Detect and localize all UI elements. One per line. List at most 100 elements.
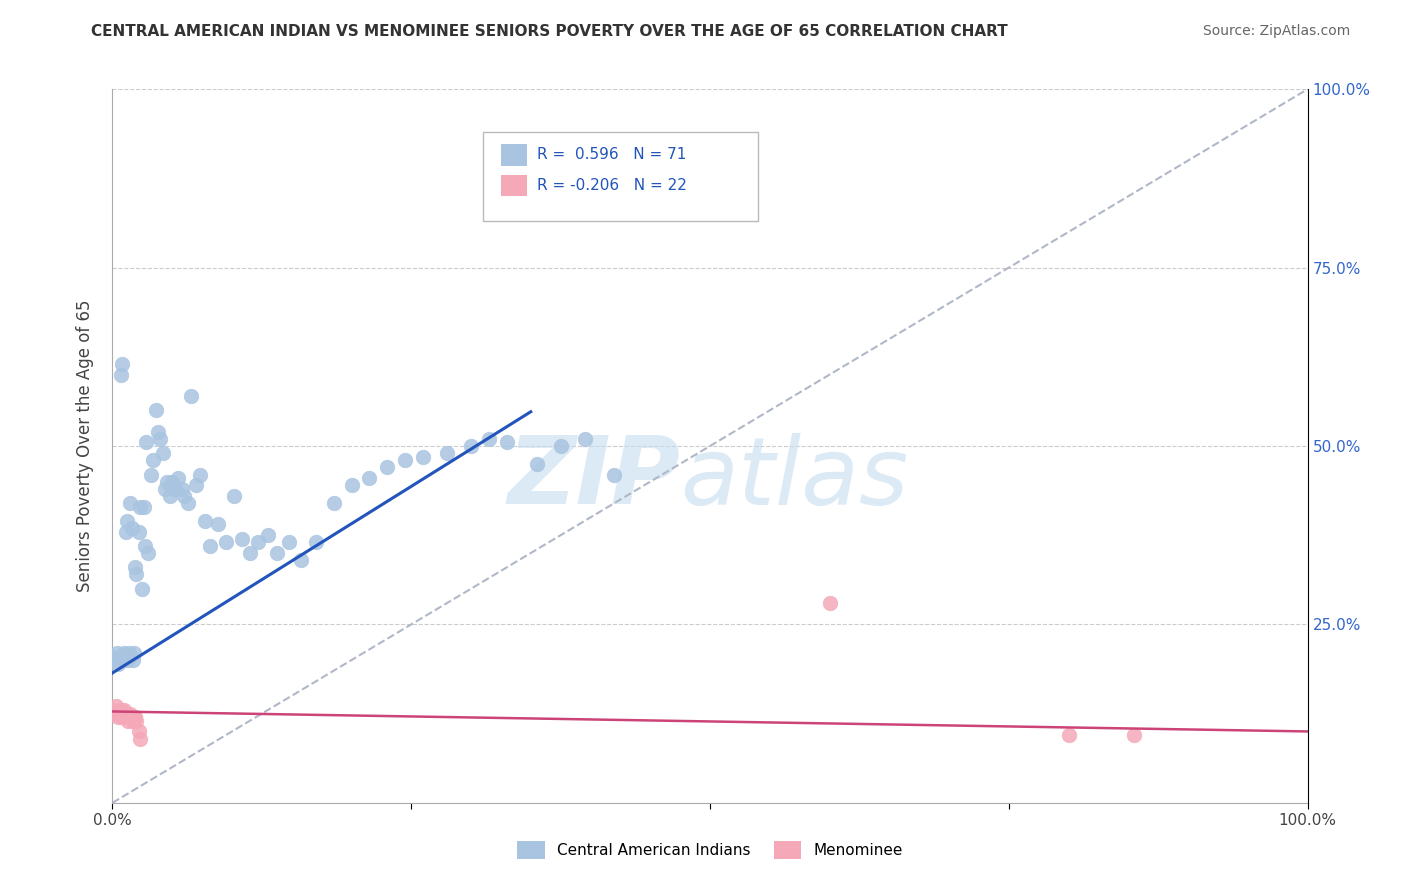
Point <box>122 646 145 660</box>
Point <box>207 517 229 532</box>
Point <box>818 596 841 610</box>
Point <box>110 368 132 382</box>
Point <box>105 653 128 667</box>
Point <box>142 453 165 467</box>
Text: R =  0.596   N = 71: R = 0.596 N = 71 <box>537 147 686 162</box>
Point <box>114 703 135 717</box>
Point <box>120 496 142 510</box>
Point <box>1123 728 1146 742</box>
Point <box>110 703 132 717</box>
Point <box>115 514 138 528</box>
Point <box>112 706 135 721</box>
Text: atlas: atlas <box>681 433 908 524</box>
Point <box>377 460 399 475</box>
Text: CENTRAL AMERICAN INDIAN VS MENOMINEE SENIORS POVERTY OVER THE AGE OF 65 CORRELAT: CENTRAL AMERICAN INDIAN VS MENOMINEE SEN… <box>91 24 1008 39</box>
Point <box>340 478 363 492</box>
FancyBboxPatch shape <box>484 132 758 221</box>
Point <box>139 467 162 482</box>
Point <box>114 646 135 660</box>
Point <box>215 535 238 549</box>
Point <box>105 646 128 660</box>
Point <box>118 646 141 660</box>
Point <box>132 500 155 514</box>
Point <box>278 535 301 549</box>
FancyBboxPatch shape <box>501 145 527 166</box>
Point <box>117 653 139 667</box>
Point <box>231 532 253 546</box>
Point <box>138 546 160 560</box>
Point <box>108 706 131 721</box>
Point <box>180 389 202 403</box>
Point <box>412 450 434 464</box>
Point <box>108 649 131 664</box>
Point <box>173 489 195 503</box>
Point <box>128 724 150 739</box>
Point <box>170 482 193 496</box>
Point <box>135 435 157 450</box>
Point <box>574 432 596 446</box>
Point <box>167 471 190 485</box>
Point <box>105 699 128 714</box>
Point <box>239 546 262 560</box>
Point <box>266 546 288 560</box>
Text: Source: ZipAtlas.com: Source: ZipAtlas.com <box>1202 24 1350 38</box>
Point <box>257 528 280 542</box>
Point <box>305 535 328 549</box>
Point <box>200 539 222 553</box>
Point <box>247 535 270 549</box>
Point <box>114 524 136 539</box>
Point <box>125 567 148 582</box>
Point <box>394 453 416 467</box>
Point <box>121 714 143 728</box>
Point <box>115 706 138 721</box>
Point <box>112 653 135 667</box>
Point <box>128 524 150 539</box>
Point <box>149 432 172 446</box>
Text: R = -0.206   N = 22: R = -0.206 N = 22 <box>537 178 686 193</box>
Point <box>152 446 174 460</box>
Point <box>322 496 344 510</box>
Point <box>359 471 381 485</box>
Point <box>188 467 211 482</box>
Point <box>146 425 169 439</box>
Point <box>101 703 124 717</box>
Y-axis label: Seniors Poverty Over the Age of 65: Seniors Poverty Over the Age of 65 <box>76 300 94 592</box>
Point <box>145 403 167 417</box>
Point <box>117 714 139 728</box>
Text: ZIP: ZIP <box>508 432 681 524</box>
Point <box>603 467 626 482</box>
Point <box>290 553 312 567</box>
Point <box>120 706 142 721</box>
Point <box>186 478 208 492</box>
Point <box>118 710 141 724</box>
Point <box>153 482 176 496</box>
Point <box>193 514 215 528</box>
FancyBboxPatch shape <box>501 175 527 196</box>
Point <box>159 489 181 503</box>
Point <box>107 657 129 671</box>
Point <box>107 710 129 724</box>
Point <box>129 731 152 746</box>
Point <box>124 710 146 724</box>
Point <box>111 710 134 724</box>
Point <box>101 649 124 664</box>
Point <box>104 706 127 721</box>
Point <box>125 714 148 728</box>
Point <box>111 357 134 371</box>
Point <box>121 653 143 667</box>
Point <box>163 482 186 496</box>
Point <box>134 539 156 553</box>
Point <box>177 496 200 510</box>
Point <box>436 446 458 460</box>
Point <box>121 521 143 535</box>
Point <box>496 435 519 450</box>
Point <box>124 560 146 574</box>
Point <box>460 439 482 453</box>
Point <box>162 475 183 489</box>
Point <box>131 582 153 596</box>
Point <box>1057 728 1080 742</box>
Point <box>478 432 501 446</box>
Point <box>224 489 246 503</box>
Point <box>156 475 179 489</box>
Point <box>129 500 152 514</box>
